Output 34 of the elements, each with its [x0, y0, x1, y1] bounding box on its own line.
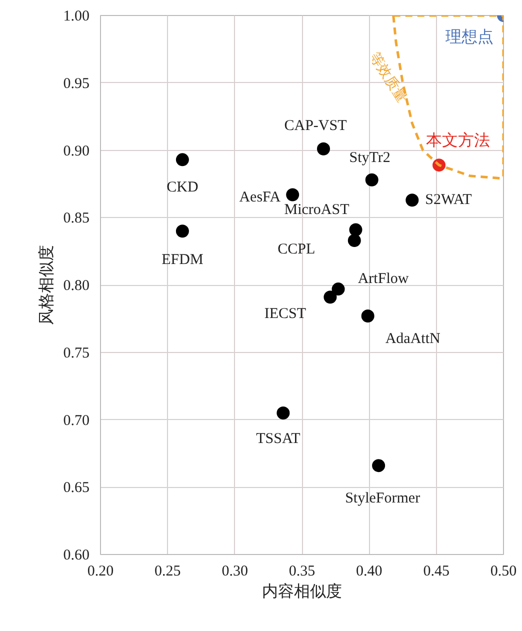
annotation: TSSAT: [256, 431, 300, 448]
annotation: StyTr2: [349, 150, 390, 166]
y-tick-label: 0.85: [63, 210, 90, 227]
annotation: StyleFormer: [345, 490, 420, 507]
annotation: S2WAT: [425, 192, 472, 208]
y-tick-label: 0.60: [63, 548, 90, 564]
x-tick-label: 0.20: [87, 564, 114, 580]
annotation: IECST: [264, 306, 306, 322]
text: 等效质量: [367, 48, 410, 105]
y-tick-label: 1.00: [63, 8, 90, 24]
x-tick-label: 0.40: [356, 564, 382, 580]
x-axis-title: 内容相似度: [262, 582, 342, 600]
annotation: CKD: [166, 180, 198, 196]
annotation: AesFA: [239, 190, 281, 206]
x-tick-label: 0.45: [423, 564, 450, 580]
x-tick-label: 0.35: [288, 564, 316, 580]
y-tick-label: 0.70: [63, 412, 90, 429]
y-tick-label: 0.90: [63, 143, 90, 160]
annotation: CAP-VST: [284, 118, 347, 134]
x-tick-label: 0.30: [222, 564, 248, 580]
annotation: MicroAST: [284, 202, 350, 218]
annotation: EFDM: [162, 252, 204, 268]
annotation: CCPL: [278, 242, 316, 258]
y-tick-label: 0.75: [63, 345, 90, 362]
y-tick-label: 0.80: [63, 278, 90, 294]
series-label: 本文方法: [426, 132, 490, 150]
y-tick-label: 0.95: [63, 76, 90, 92]
series-label: 理想点: [446, 28, 494, 46]
annotation: AdaAttN: [385, 330, 440, 347]
x-tick-label: 0.50: [490, 564, 517, 580]
y-axis-title: 风格相似度: [37, 245, 56, 325]
annotation: ArtFlow: [358, 271, 409, 288]
y-tick-label: 0.65: [63, 480, 90, 496]
x-tick-label: 0.25: [154, 564, 181, 580]
